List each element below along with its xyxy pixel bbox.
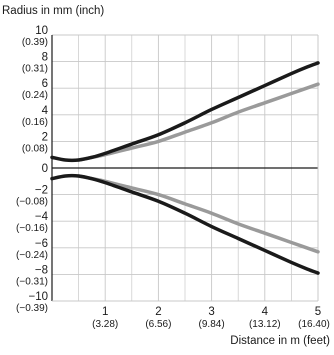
y-tick-label: −8: [35, 264, 48, 276]
x-tick-label: 5: [315, 306, 321, 318]
y-tick-label: −10: [28, 291, 48, 303]
y-tick-sublabel: (−0.24): [16, 250, 48, 261]
y-tick-label: 6: [42, 78, 48, 90]
y-tick-sublabel: (0.08): [22, 143, 48, 154]
y-tick-sublabel: (−0.16): [16, 223, 48, 234]
y-tick-label: −2: [35, 185, 48, 197]
y-tick-sublabel: (0.16): [22, 117, 48, 128]
series-line: [50, 61, 320, 163]
series-line: [50, 173, 320, 275]
y-tick-sublabel: (−0.08): [16, 197, 48, 208]
x-tick-sublabel: (9.84): [199, 319, 225, 330]
x-tick-sublabel: (3.28): [92, 319, 118, 330]
x-tick-label: 1: [102, 306, 108, 318]
y-tick-label: 10: [35, 25, 48, 37]
y-tick-label: 8: [42, 52, 48, 64]
x-tick-label: 4: [262, 306, 269, 318]
y-tick-label: 2: [42, 131, 48, 143]
x-tick-sublabel: (6.56): [145, 319, 171, 330]
x-axis-title: Distance in m (feet): [230, 335, 330, 347]
x-tick-label: 2: [155, 306, 161, 318]
y-tick-label: 0: [42, 163, 48, 175]
y-tick-label: −4: [35, 211, 49, 223]
y-tick-label: 4: [42, 105, 49, 117]
y-tick-sublabel: (0.39): [22, 37, 48, 48]
y-tick-label: −6: [35, 238, 48, 250]
y-tick-sublabel: (−0.39): [16, 303, 48, 314]
x-tick-sublabel: (13.12): [249, 319, 281, 330]
y-tick-sublabel: (0.31): [22, 64, 48, 75]
y-tick-sublabel: (−0.31): [16, 276, 48, 287]
x-tick-label: 3: [208, 306, 214, 318]
y-axis-title: Radius in mm (inch): [2, 5, 104, 17]
y-tick-sublabel: (0.24): [22, 90, 48, 101]
x-tick-sublabel: (16.40): [298, 319, 330, 330]
